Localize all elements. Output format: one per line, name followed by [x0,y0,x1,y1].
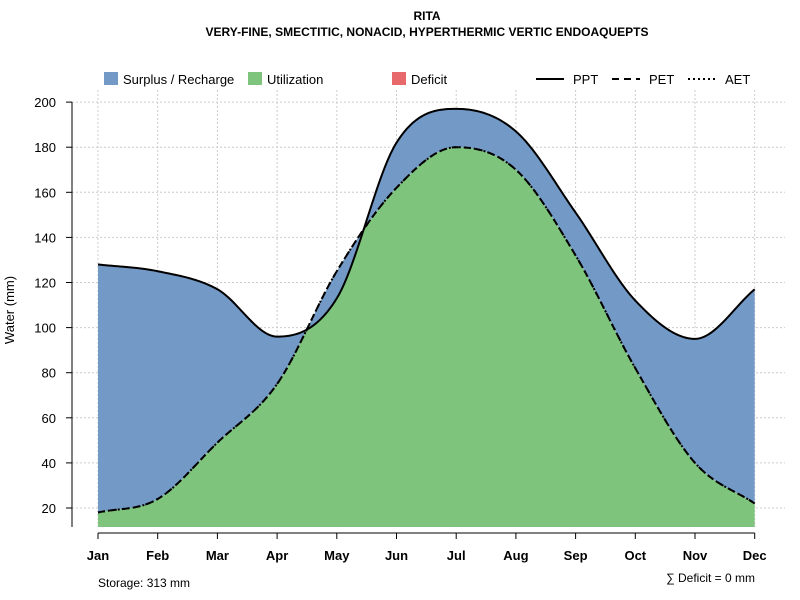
x-tick-label: Dec [743,548,767,563]
chart-subtitle: VERY-FINE, SMECTITIC, NONACID, HYPERTHER… [206,25,649,39]
area-fills [98,108,755,527]
y-tick-label: 20 [42,501,56,516]
surplus-area [98,108,755,513]
y-tick-label: 180 [34,140,56,155]
x-tick-label: Jul [447,548,466,563]
legend-label-deficit: Deficit [411,72,448,87]
legend-label-surplus: Surplus / Recharge [123,72,234,87]
x-tick-label: May [324,548,350,563]
deficit-note: ∑ Deficit = 0 mm [666,571,755,585]
y-tick-label: 100 [34,321,56,336]
legend-label-aet: AET [725,72,750,87]
y-tick-label: 40 [42,456,56,471]
legend-label-pet: PET [649,72,674,87]
utilization-area [98,147,755,527]
series-lines [97,107,756,514]
x-tick-label: Jan [87,548,109,563]
legend-swatch-utilization [248,72,262,85]
chart-title: RITA [413,9,440,23]
x-tick-label: Jun [385,548,408,563]
legend-swatch-surplus [104,72,118,85]
x-tick-label: Mar [206,548,229,563]
y-tick-label: 160 [34,185,56,200]
axes: 20 40 60 80 100 120 140 160 180 200 Jan Feb Mar Apr Ma… [34,95,766,563]
x-tick-label: Feb [146,548,169,563]
x-tick-label: Apr [266,548,288,563]
ppt-line [97,107,756,340]
legend-swatch-deficit [392,72,406,85]
y-tick-label: 140 [34,230,56,245]
y-tick-label: 60 [42,411,56,426]
x-tick-label: Nov [683,548,708,563]
legend-label-utilization: Utilization [267,72,323,87]
legend-label-ppt: PPT [573,72,598,87]
y-tick-label: 120 [34,276,56,291]
x-tick-label: Aug [503,548,528,563]
y-tick-label: 200 [34,95,56,110]
legend: Surplus / Recharge Utilization Deficit P… [104,72,750,87]
aet-line [97,146,756,514]
x-tick-label: Sep [564,548,588,563]
x-tick-label: Oct [624,548,646,563]
y-axis-label: Water (mm) [2,276,17,344]
storage-note: Storage: 313 mm [98,576,190,590]
y-tick-label: 80 [42,366,56,381]
